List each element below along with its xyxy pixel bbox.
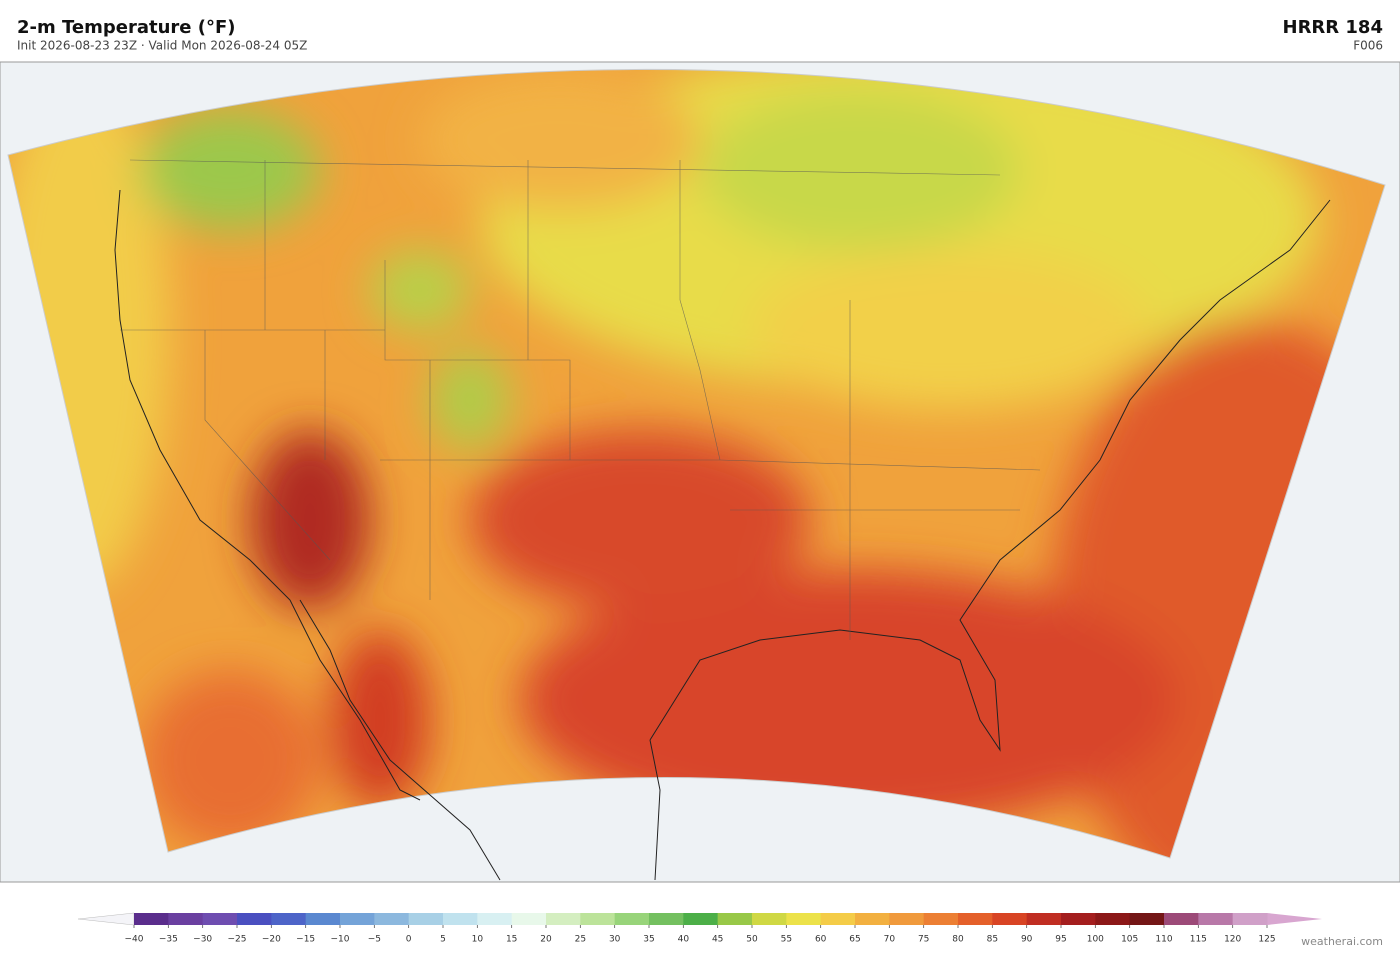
colorbar-tick-label: 65 xyxy=(849,935,860,945)
colorbar-tick-label: −25 xyxy=(228,935,247,945)
coastlines xyxy=(114,189,1331,881)
colorbar-tick-label: 125 xyxy=(1258,935,1275,945)
colorbar-bin xyxy=(820,913,856,925)
colorbar-bin xyxy=(374,913,410,925)
colorbar-bin xyxy=(958,913,993,925)
title: 2-m Temperature (°F) xyxy=(17,17,236,38)
colorbar-bin xyxy=(202,913,238,925)
map xyxy=(0,61,1400,883)
colorbar-bin xyxy=(855,913,890,925)
colorbar-tick-label: −5 xyxy=(368,935,381,945)
colorbar-tick-label: 85 xyxy=(987,935,998,945)
colorbar-tick-label: 5 xyxy=(440,935,446,945)
colorbar-tick-label: 60 xyxy=(815,935,827,945)
colorbar-bin xyxy=(443,913,478,925)
colorbar-tick-label: 80 xyxy=(952,935,964,945)
colorbar-tick-label: −10 xyxy=(331,935,350,945)
colorbar-bin xyxy=(1026,913,1062,925)
colorbar-tick-label: 15 xyxy=(506,935,517,945)
colorbar-tick-label: 45 xyxy=(712,935,723,945)
credit: weatherai.com xyxy=(1301,935,1383,948)
colorbar-tick-label: −20 xyxy=(262,935,281,945)
colorbar-bin xyxy=(305,913,341,925)
colorbar-tick-label: 20 xyxy=(540,935,552,945)
colorbar-under xyxy=(77,912,135,926)
forecast-hour: F006 xyxy=(1353,39,1383,53)
colorbar-bin xyxy=(1232,913,1268,925)
colorbar-bin xyxy=(271,913,307,925)
colorbar-tick-label: 120 xyxy=(1224,935,1241,945)
colorbar-tick-label: 110 xyxy=(1155,935,1172,945)
colorbar-tick-label: 115 xyxy=(1190,935,1207,945)
colorbar-tick-label: −15 xyxy=(296,935,315,945)
colorbar-bin xyxy=(1129,913,1165,925)
colorbar-bin xyxy=(649,913,684,925)
colorbar-bin xyxy=(1061,913,1096,925)
colorbar-tick-label: 90 xyxy=(1021,935,1033,945)
colorbar-tick-label: 75 xyxy=(918,935,929,945)
colorbar-bin xyxy=(477,913,513,925)
colorbar-tick-label: 105 xyxy=(1121,935,1138,945)
colorbar-bin xyxy=(923,913,959,925)
colorbar-bin xyxy=(511,913,547,925)
colorbar-tick-label: 0 xyxy=(406,935,412,945)
colorbar-bin xyxy=(786,913,822,925)
colorbar-bin xyxy=(237,913,272,925)
colorbar-bin xyxy=(752,913,787,925)
colorbar-bin xyxy=(134,913,169,925)
colorbar-bin xyxy=(1095,913,1131,925)
colorbar-tick-label: −30 xyxy=(193,935,212,945)
colorbar-tick-label: −35 xyxy=(159,935,178,945)
colorbar-tick-label: 95 xyxy=(1055,935,1066,945)
colorbar-tick-label: 55 xyxy=(781,935,792,945)
colorbar-bin xyxy=(1164,913,1199,925)
colorbar-tick-label: 25 xyxy=(575,935,586,945)
colorbar-bin xyxy=(546,913,581,925)
colorbar-tick-label: 50 xyxy=(746,935,758,945)
colorbar-tick-label: 100 xyxy=(1087,935,1104,945)
colorbar-bin xyxy=(889,913,925,925)
subtitle: Init 2026-08-23 23Z · Valid Mon 2026-08-… xyxy=(17,39,307,53)
colorbar-bin xyxy=(992,913,1028,925)
colorbar-tick-label: 70 xyxy=(884,935,896,945)
colorbar-tick-label: 30 xyxy=(609,935,621,945)
colorbar-bin xyxy=(168,913,204,925)
colorbar-bin xyxy=(683,913,719,925)
model-label: HRRR 184 xyxy=(1283,17,1384,38)
colorbar: −40 −35 −30 −25 −20 −15 −10 −5 0 5 10 15 20 25 30 35 40 4… xyxy=(77,912,1322,945)
colorbar-bin xyxy=(408,913,444,925)
colorbar-tick-label: 10 xyxy=(472,935,484,945)
colorbar-tick-label: −40 xyxy=(125,935,144,945)
state-borders xyxy=(120,159,1041,640)
colorbar-bin xyxy=(614,913,650,925)
colorbar-bin xyxy=(1198,913,1234,925)
colorbar-bin xyxy=(717,913,753,925)
colorbar-bin xyxy=(340,913,375,925)
colorbar-tick-label: 35 xyxy=(643,935,654,945)
colorbar-over xyxy=(1267,913,1322,925)
colorbar-tick-label: 40 xyxy=(678,935,690,945)
colorbar-bin xyxy=(580,913,616,925)
